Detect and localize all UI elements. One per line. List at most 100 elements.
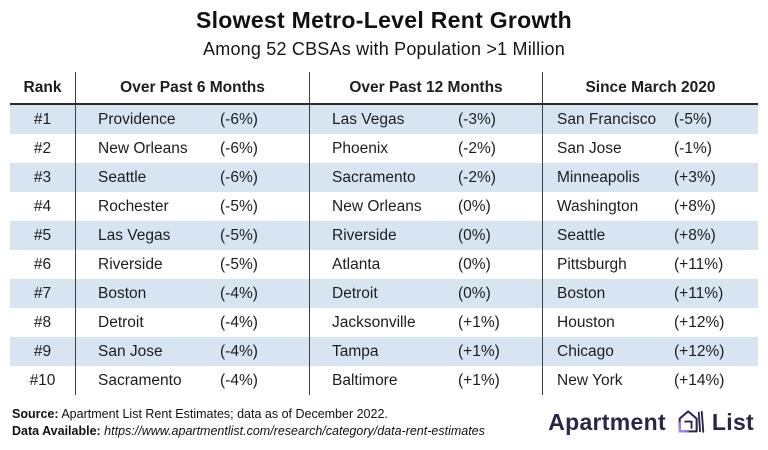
cell-6-months: Seattle (-6%) [75, 163, 309, 192]
source-text: Apartment List Rent Estimates; data as o… [58, 407, 388, 421]
rank-cell: #4 [33, 197, 52, 215]
footer-notes: Source: Apartment List Rent Estimates; d… [12, 406, 485, 440]
rent-change-value: (-1%) [674, 139, 712, 157]
cell-6-months: Riverside (-5%) [75, 250, 309, 279]
rank-cell: #10 [29, 371, 56, 389]
rent-change-value: (-5%) [220, 197, 258, 215]
rent-change-value: (+14%) [674, 371, 725, 389]
rank-cell: #9 [33, 342, 52, 360]
cell-12-months: Atlanta (0%) [309, 250, 542, 279]
rent-change-value: (+1%) [458, 371, 500, 389]
cell-12-months: Riverside (0%) [309, 221, 542, 250]
data-available-line: Data Available: https://www.apartmentlis… [12, 423, 485, 440]
city-name: Baltimore [332, 371, 398, 389]
table-row: #4 Rochester (-5%) New Orleans (0%) Wash… [10, 192, 758, 221]
city-name: Phoenix [332, 139, 389, 157]
table-row: #6 Riverside (-5%) Atlanta (0%) Pittsbur… [10, 250, 758, 279]
column-header-since-march-2020: Since March 2020 [542, 72, 758, 103]
rank-cell: #6 [33, 255, 52, 273]
city-name: Sacramento [332, 168, 416, 186]
city-name: New Orleans [332, 197, 422, 215]
city-name: Atlanta [332, 255, 381, 273]
cell-6-months: Boston (-4%) [75, 279, 309, 308]
cell-12-months: Las Vegas (-3%) [309, 105, 542, 134]
cell-6-months: Detroit (-4%) [75, 308, 309, 337]
rent-change-value: (+11%) [674, 255, 724, 273]
rent-change-value: (-6%) [220, 110, 258, 128]
rent-change-value: (-4%) [220, 313, 258, 331]
rent-change-value: (-3%) [458, 110, 496, 128]
table-body: #1 Providence (-6%) Las Vegas (-3%) San … [10, 105, 758, 395]
rent-change-value: (+3%) [674, 168, 716, 186]
rent-change-value: (-4%) [220, 284, 258, 302]
table-row: #8 Detroit (-4%) Jacksonville (+1%) Hous… [10, 308, 758, 337]
apartment-list-logo: Apartment List [548, 405, 754, 439]
city-name: Boston [98, 284, 147, 302]
rent-change-value: (-2%) [458, 168, 496, 186]
rent-change-value: (-4%) [220, 342, 258, 360]
city-name: Pittsburgh [557, 255, 627, 273]
rank-cell: #7 [33, 284, 52, 302]
rent-change-value: (0%) [458, 226, 491, 244]
table-row: #7 Boston (-4%) Detroit (0%) Boston (+11… [10, 279, 758, 308]
city-name: Riverside [332, 226, 397, 244]
rent-change-value: (+8%) [674, 197, 716, 215]
cell-12-months: New Orleans (0%) [309, 192, 542, 221]
cell-6-months: Providence (-6%) [75, 105, 309, 134]
table-header-row: Rank Over Past 6 Months Over Past 12 Mon… [10, 72, 758, 105]
cell-6-months: Sacramento (-4%) [75, 366, 309, 395]
rank-cell: #1 [33, 110, 52, 128]
city-name: Providence [98, 110, 176, 128]
cell-since-march-2020: San Jose (-1%) [542, 134, 758, 163]
cell-since-march-2020: Pittsburgh (+11%) [542, 250, 758, 279]
city-name: Minneapolis [557, 168, 640, 186]
rent-change-value: (0%) [458, 197, 491, 215]
logo-word-list: List [711, 408, 754, 435]
table-row: #10 Sacramento (-4%) Baltimore (+1%) New… [10, 366, 758, 395]
cell-12-months: Tampa (+1%) [309, 337, 542, 366]
rent-change-value: (-2%) [458, 139, 496, 157]
city-name: Riverside [98, 255, 163, 273]
cell-since-march-2020: Boston (+11%) [542, 279, 758, 308]
city-name: Seattle [557, 226, 606, 244]
rank-cell: #2 [33, 139, 52, 157]
rent-change-value: (-6%) [220, 168, 258, 186]
cell-since-march-2020: Houston (+12%) [542, 308, 758, 337]
city-name: New Orleans [98, 139, 188, 157]
cell-6-months: New Orleans (-6%) [75, 134, 309, 163]
city-name: Las Vegas [98, 226, 171, 244]
data-url: https://www.apartmentlist.com/research/c… [100, 424, 485, 438]
city-name: Houston [557, 313, 615, 331]
column-header-6-months: Over Past 6 Months [75, 72, 309, 103]
cell-6-months: San Jose (-4%) [75, 337, 309, 366]
city-name: Detroit [332, 284, 378, 302]
data-available-label: Data Available: [12, 424, 101, 438]
rent-change-value: (+11%) [674, 284, 724, 302]
cell-since-march-2020: New York (+14%) [542, 366, 758, 395]
source-line: Source: Apartment List Rent Estimates; d… [12, 406, 485, 423]
apartment-list-house-icon [672, 405, 706, 439]
cell-since-march-2020: Chicago (+12%) [542, 337, 758, 366]
rent-change-value: (-6%) [220, 139, 258, 157]
cell-6-months: Las Vegas (-5%) [75, 221, 309, 250]
cell-since-march-2020: Washington (+8%) [542, 192, 758, 221]
cell-since-march-2020: Seattle (+8%) [542, 221, 758, 250]
rank-column-header: Rank [23, 78, 62, 96]
rent-change-value: (-5%) [220, 226, 258, 244]
city-name: San Jose [557, 139, 622, 157]
rent-change-value: (+12%) [674, 342, 725, 360]
rent-change-value: (+12%) [674, 313, 725, 331]
rent-change-value: (-4%) [220, 371, 258, 389]
city-name: New York [557, 371, 623, 389]
city-name: Las Vegas [332, 110, 405, 128]
column-header-12-months: Over Past 12 Months [309, 72, 542, 103]
city-name: Rochester [98, 197, 169, 215]
table-row: #9 San Jose (-4%) Tampa (+1%) Chicago (+… [10, 337, 758, 366]
city-name: Sacramento [98, 371, 182, 389]
rent-change-value: (0%) [458, 255, 491, 273]
rent-change-value: (+1%) [458, 342, 500, 360]
city-name: Tampa [332, 342, 379, 360]
rank-cell: #8 [33, 313, 52, 331]
logo-word-apartment: Apartment [548, 408, 666, 435]
city-name: Washington [557, 197, 639, 215]
